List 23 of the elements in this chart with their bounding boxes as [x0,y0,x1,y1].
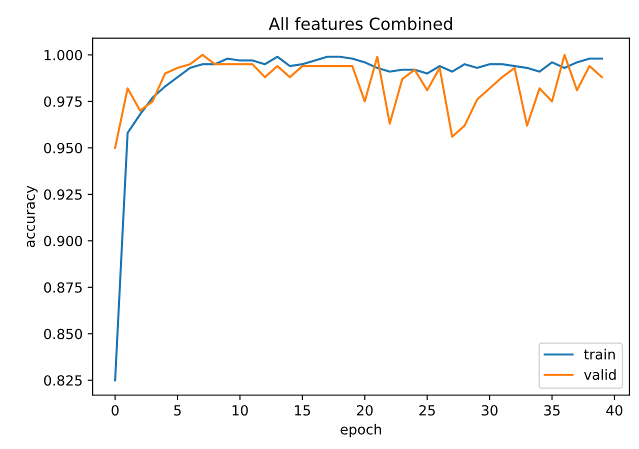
legend-label: valid [584,369,616,380]
x-axis-title: epoch [340,424,382,438]
x-tick-label: 30 [482,405,498,416]
chart-title: All features Combined [268,17,452,30]
x-tick-label: 40 [606,405,622,416]
y-tick-label: 0.900 [44,236,82,246]
x-tick-label: 35 [544,405,560,416]
y-tick-label: 0.925 [44,189,82,200]
x-tick-label: 20 [356,405,373,416]
y-axis-title: accuracy [26,186,38,248]
y-tick-label: 0.825 [44,375,82,386]
x-tick-label: 0 [112,405,119,416]
x-tick-label: 10 [232,405,248,416]
x-tick-label: 15 [295,405,310,416]
legend-label: train [584,348,615,360]
y-tick-label: 0.850 [44,328,82,340]
x-tick-label: 5 [174,405,181,416]
y-tick-label: 0.875 [44,282,82,293]
x-tick-label: 25 [419,405,435,416]
line-series [114,54,603,149]
y-tick-label: 0.950 [44,142,82,154]
y-tick-label: 1.000 [44,50,82,60]
y-tick-label: 0.975 [44,96,82,107]
